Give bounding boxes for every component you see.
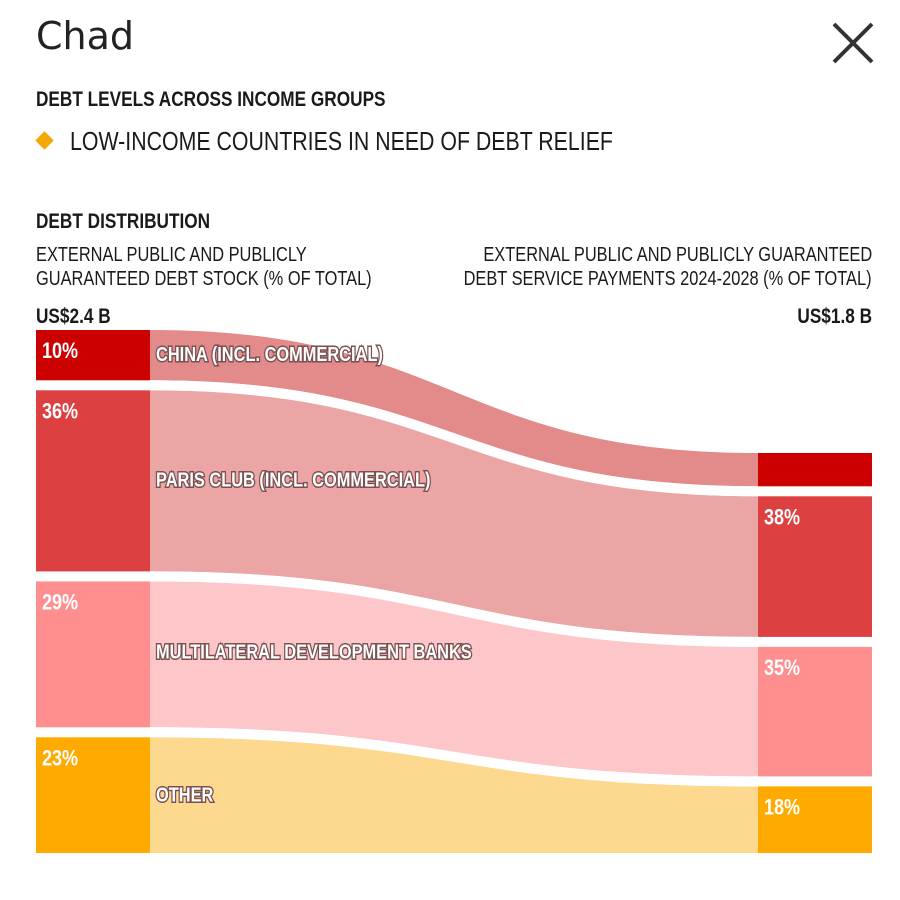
flow-band-2 xyxy=(150,581,758,777)
right-node-1 xyxy=(758,496,872,637)
right-percent-label-1: 38% xyxy=(764,506,800,530)
left-percent-label-2: 29% xyxy=(42,591,78,615)
page-title: Chad xyxy=(36,14,135,58)
flow-band-0 xyxy=(150,330,758,487)
category-label-1: PARIS CLUB (INCL. COMMERCIAL) xyxy=(156,468,430,491)
right-percent-label-2: 35% xyxy=(764,656,800,680)
flow-separator-2 xyxy=(149,571,759,647)
close-icon[interactable] xyxy=(830,20,876,66)
right-column-heading: EXTERNAL PUBLIC AND PUBLICLY GUARANTEED … xyxy=(463,244,872,290)
right-total: US$1.8 B xyxy=(797,305,872,328)
income-groups-heading: DEBT LEVELS ACROSS INCOME GROUPS xyxy=(36,88,386,111)
flow-separator-1 xyxy=(149,380,759,497)
category-label-3: OTHER xyxy=(156,783,213,806)
category-label-2: MULTILATERAL DEVELOPMENT BANKS xyxy=(156,640,472,663)
left-node-1 xyxy=(36,390,150,572)
flow-band-1 xyxy=(150,390,758,637)
right-node-2 xyxy=(758,646,872,777)
left-percent-label-3: 23% xyxy=(42,747,78,771)
right-node-0 xyxy=(758,453,872,487)
right-node-3 xyxy=(758,786,872,853)
left-node-0 xyxy=(36,330,150,381)
flow-separator-3 xyxy=(149,727,759,787)
left-node-2 xyxy=(36,581,150,728)
left-total: US$2.4 B xyxy=(36,305,111,328)
left-percent-label-0: 10% xyxy=(42,339,78,363)
left-column-heading: EXTERNAL PUBLIC AND PUBLICLY GUARANTEED … xyxy=(36,244,372,290)
income-legend-label: LOW-INCOME COUNTRIES IN NEED OF DEBT REL… xyxy=(70,126,613,156)
flow-band-3 xyxy=(150,737,758,853)
right-percent-label-3: 18% xyxy=(764,796,800,820)
debt-distribution-heading: DEBT DISTRIBUTION xyxy=(36,210,211,233)
left-node-3 xyxy=(36,737,150,853)
category-label-0: CHINA (INCL. COMMERCIAL) xyxy=(156,342,383,365)
left-percent-label-1: 36% xyxy=(42,400,78,424)
